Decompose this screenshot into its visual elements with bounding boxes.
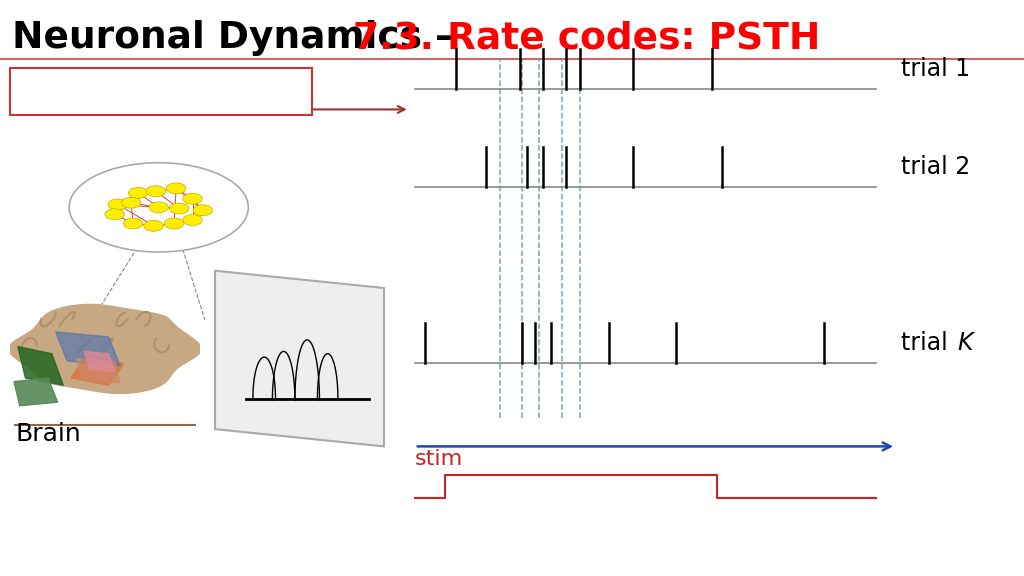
Circle shape	[109, 199, 127, 210]
Text: Brain: Brain	[15, 422, 81, 446]
Polygon shape	[215, 271, 384, 446]
Circle shape	[169, 203, 188, 214]
Circle shape	[182, 215, 203, 225]
Circle shape	[164, 218, 184, 229]
Polygon shape	[77, 359, 120, 383]
Polygon shape	[17, 347, 63, 385]
Text: Variability of  spike timing: Variability of spike timing	[40, 82, 283, 101]
Text: trial 2: trial 2	[901, 155, 971, 179]
Polygon shape	[71, 356, 124, 385]
Polygon shape	[55, 332, 120, 366]
Ellipse shape	[70, 163, 248, 252]
Circle shape	[150, 202, 168, 213]
Text: trial: trial	[901, 331, 955, 355]
Circle shape	[166, 183, 186, 194]
Circle shape	[105, 209, 125, 219]
Polygon shape	[9, 304, 201, 393]
Circle shape	[123, 218, 143, 229]
Polygon shape	[14, 378, 57, 406]
Circle shape	[182, 194, 203, 204]
Text: Neuronal Dynamics –: Neuronal Dynamics –	[12, 20, 467, 56]
Bar	[10, 68, 312, 115]
Circle shape	[129, 188, 148, 198]
Text: K: K	[957, 331, 973, 355]
Circle shape	[121, 198, 141, 209]
Circle shape	[145, 185, 166, 196]
Text: trial 1: trial 1	[901, 57, 971, 81]
Circle shape	[193, 205, 213, 216]
Text: stim: stim	[415, 449, 463, 469]
Circle shape	[143, 221, 164, 232]
Text: 7.3. Rate codes: PSTH: 7.3. Rate codes: PSTH	[353, 20, 820, 56]
Polygon shape	[84, 351, 115, 372]
